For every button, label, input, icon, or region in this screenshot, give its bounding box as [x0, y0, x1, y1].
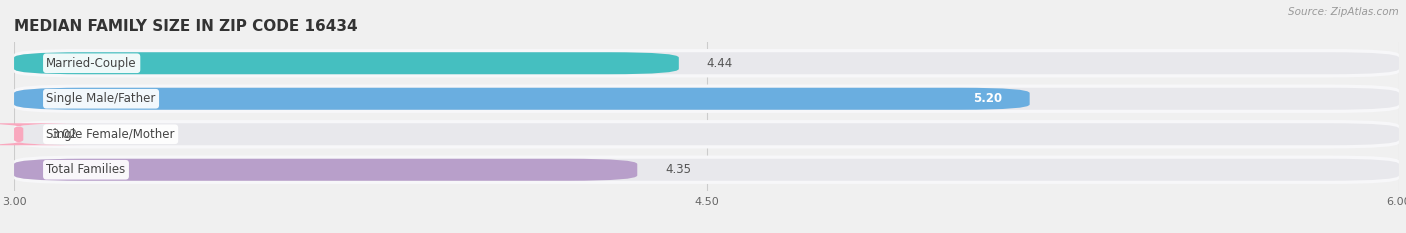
FancyBboxPatch shape [14, 85, 1399, 113]
Text: 5.20: 5.20 [973, 92, 1002, 105]
FancyBboxPatch shape [14, 88, 1029, 110]
FancyBboxPatch shape [0, 123, 83, 145]
Text: Source: ZipAtlas.com: Source: ZipAtlas.com [1288, 7, 1399, 17]
FancyBboxPatch shape [14, 159, 1399, 181]
FancyBboxPatch shape [14, 159, 637, 181]
Text: 4.44: 4.44 [706, 57, 733, 70]
FancyBboxPatch shape [14, 52, 679, 74]
Text: Total Families: Total Families [46, 163, 125, 176]
FancyBboxPatch shape [14, 156, 1399, 184]
FancyBboxPatch shape [14, 123, 1399, 145]
Text: 3.02: 3.02 [51, 128, 77, 141]
Text: Single Female/Mother: Single Female/Mother [46, 128, 174, 141]
FancyBboxPatch shape [14, 120, 1399, 148]
Text: MEDIAN FAMILY SIZE IN ZIP CODE 16434: MEDIAN FAMILY SIZE IN ZIP CODE 16434 [14, 19, 357, 34]
Text: Single Male/Father: Single Male/Father [46, 92, 156, 105]
Text: 4.35: 4.35 [665, 163, 690, 176]
FancyBboxPatch shape [14, 88, 1399, 110]
Text: Married-Couple: Married-Couple [46, 57, 136, 70]
FancyBboxPatch shape [14, 49, 1399, 77]
FancyBboxPatch shape [14, 52, 1399, 74]
